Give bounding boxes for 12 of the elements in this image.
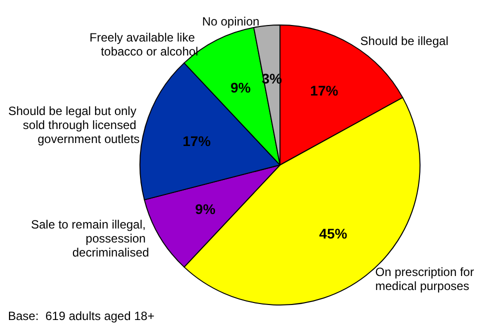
slice-label: No opinion [202, 14, 260, 29]
slice-label: Should be legal but only sold through licensed government outlets [8, 104, 140, 146]
data-label: 17% [182, 132, 212, 149]
slice-label: On prescription for medical purposes [375, 264, 478, 293]
slice-label: Sale to remain illegal, possession decriminalised [30, 217, 150, 260]
slice-label: Should be illegal [360, 34, 448, 48]
data-label: 17% [310, 82, 339, 98]
data-label: 9% [195, 201, 216, 218]
slice-label: Freely available like tobacco or alcohol [90, 30, 198, 59]
data-label: 45% [319, 226, 348, 242]
text: Base: 619 adults aged 18+ [8, 309, 154, 323]
data-label: 9% [230, 80, 252, 96]
